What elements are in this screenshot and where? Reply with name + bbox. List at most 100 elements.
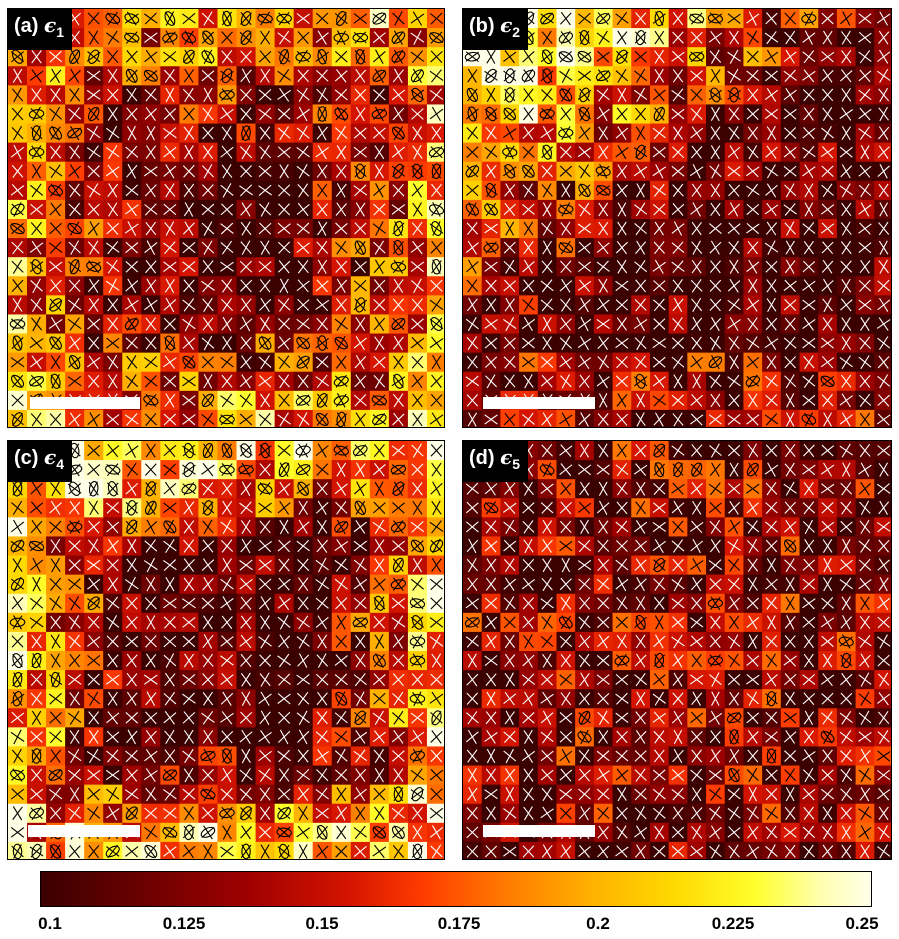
orientation-glyph (783, 673, 797, 687)
orientation-glyph (69, 787, 80, 802)
orientation-glyph (636, 393, 646, 408)
orientation-glyph (690, 768, 704, 782)
orientation-glyph (296, 317, 310, 331)
orientation-glyph (181, 482, 197, 496)
orientation-glyph (353, 336, 367, 351)
orientation-glyph (711, 691, 720, 706)
orientation-glyph (296, 241, 310, 254)
orientation-glyph (10, 519, 25, 535)
orientation-glyph (164, 729, 176, 745)
orientation-glyph (765, 317, 778, 331)
orientation-glyph (29, 374, 45, 388)
orientation-glyph (144, 729, 157, 744)
orientation-glyph (220, 539, 234, 553)
orientation-glyph (163, 653, 177, 668)
orientation-glyph (163, 355, 177, 369)
orientation-glyph (240, 538, 252, 554)
orientation-glyph (561, 557, 571, 573)
orientation-glyph (765, 394, 778, 407)
orientation-glyph (540, 298, 554, 312)
orientation-glyph (597, 616, 610, 629)
orientation-glyph (672, 653, 684, 668)
orientation-glyph (838, 634, 854, 649)
orientation-glyph (708, 710, 723, 725)
orientation-glyph (354, 768, 367, 782)
orientation-glyph (87, 240, 100, 255)
orientation-glyph (334, 576, 348, 592)
orientation-glyph (859, 412, 871, 427)
orientation-glyph (201, 184, 214, 197)
orientation-glyph (578, 374, 591, 388)
orientation-glyph (183, 125, 195, 141)
orientation-glyph (295, 394, 311, 407)
orientation-glyph (353, 596, 367, 610)
orientation-glyph (802, 299, 816, 311)
orientation-glyph (411, 673, 424, 687)
orientation-glyph (709, 49, 722, 64)
orientation-glyph (858, 767, 872, 783)
orientation-glyph (598, 126, 609, 141)
orientation-glyph (523, 221, 534, 236)
orientation-glyph (523, 634, 534, 649)
orientation-glyph (597, 710, 610, 725)
orientation-glyph (125, 50, 138, 64)
orientation-glyph (522, 615, 535, 629)
orientation-glyph (12, 297, 23, 313)
orientation-glyph (315, 356, 329, 369)
orientation-glyph (802, 578, 816, 590)
orientation-glyph (671, 769, 685, 782)
orientation-glyph (429, 578, 444, 591)
orientation-glyph (728, 844, 740, 859)
orientation-glyph (654, 30, 665, 45)
orientation-glyph (860, 145, 870, 160)
orientation-glyph (411, 355, 424, 369)
orientation-glyph (12, 806, 23, 821)
orientation-glyph (68, 653, 81, 668)
orientation-glyph (278, 203, 291, 216)
orientation-glyph (163, 787, 177, 801)
orientation-glyph (220, 654, 234, 667)
orientation-glyph (784, 615, 796, 630)
orientation-glyph (634, 577, 647, 592)
orientation-glyph (297, 729, 310, 745)
orientation-glyph (354, 106, 366, 122)
orientation-glyph (616, 30, 628, 45)
orientation-glyph (559, 673, 573, 686)
orientation-glyph (354, 412, 367, 427)
orientation-glyph (877, 445, 891, 457)
orientation-glyph (124, 221, 139, 236)
orientation-glyph (802, 597, 816, 610)
orientation-glyph (802, 787, 816, 801)
orientation-glyph (10, 788, 25, 801)
orientation-glyph (410, 787, 425, 802)
orientation-glyph (30, 768, 43, 782)
orientation-glyph (409, 634, 426, 649)
orientation-glyph (124, 297, 139, 313)
orientation-glyph (220, 691, 234, 706)
orientation-glyph (220, 635, 234, 648)
orientation-glyph (542, 519, 553, 534)
orientation-glyph (240, 843, 252, 859)
orientation-glyph (221, 10, 233, 27)
orientation-glyph (691, 596, 703, 610)
orientation-glyph (87, 106, 100, 122)
orientation-glyph (48, 787, 63, 801)
orientation-glyph (689, 12, 705, 25)
orientation-glyph (765, 183, 778, 198)
orientation-glyph (28, 106, 45, 122)
orientation-glyph (163, 317, 176, 331)
orientation-glyph (182, 12, 196, 25)
orientation-glyph (728, 500, 741, 515)
orientation-glyph (652, 88, 666, 102)
orientation-glyph (577, 223, 592, 234)
orientation-glyph (69, 691, 81, 706)
orientation-glyph (858, 710, 872, 725)
orientation-glyph (822, 653, 833, 668)
orientation-glyph (10, 539, 25, 553)
orientation-glyph (634, 50, 648, 63)
orientation-glyph (107, 107, 118, 121)
orientation-glyph (617, 202, 627, 217)
orientation-glyph (503, 846, 517, 857)
orientation-glyph (746, 520, 760, 534)
orientation-glyph (595, 184, 611, 197)
